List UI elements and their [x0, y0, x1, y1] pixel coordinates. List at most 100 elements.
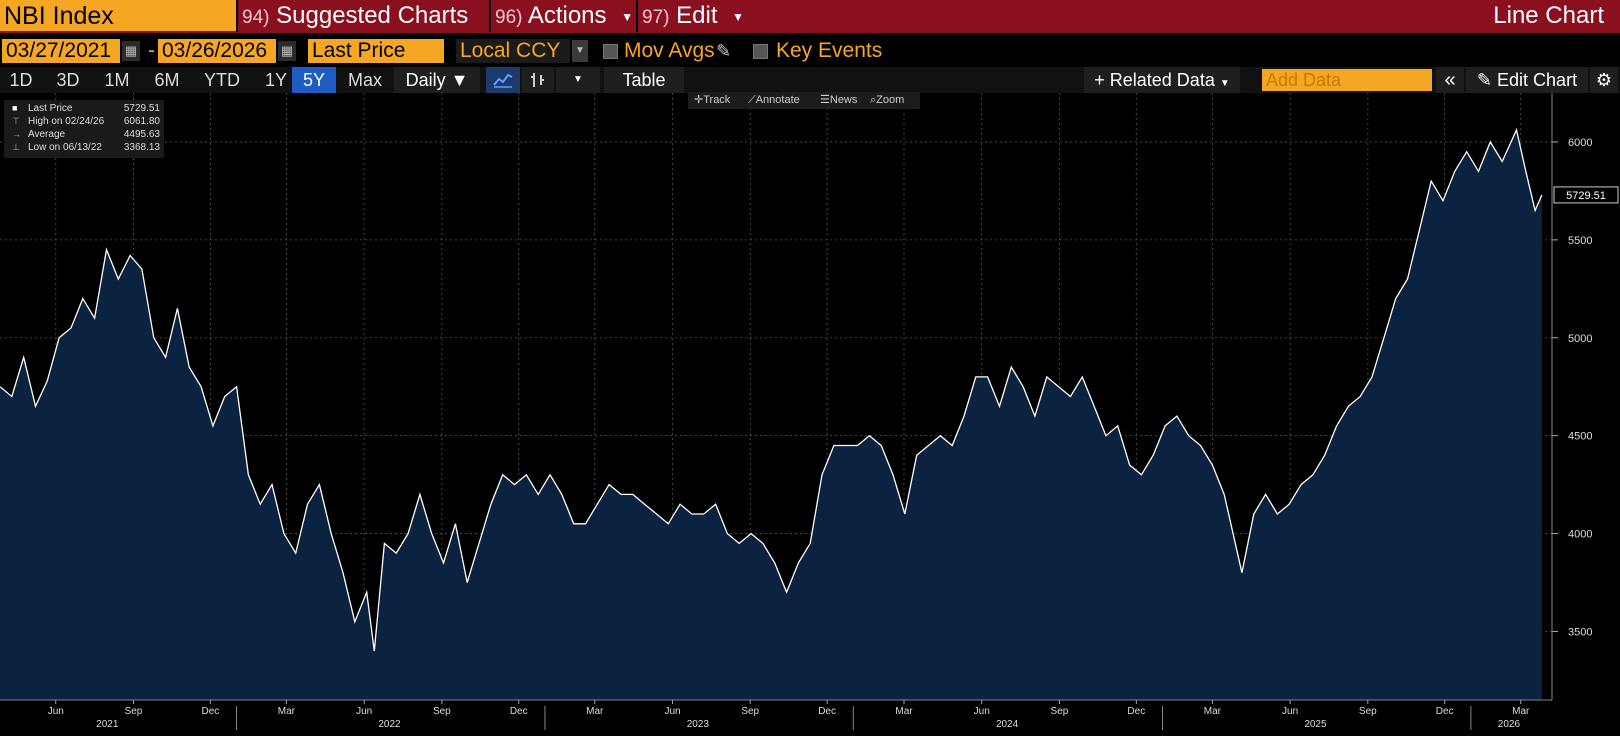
- legend-value: 6061.80: [123, 116, 160, 127]
- x-tick-label: Jun: [664, 706, 680, 717]
- chart-type-dropdown[interactable]: ▼: [556, 67, 600, 93]
- menu-label: Edit: [676, 2, 718, 29]
- year-label: 2024: [996, 719, 1019, 730]
- end-date-field[interactable]: 03/26/2026: [158, 39, 276, 63]
- timeframe-5y[interactable]: 5Y: [292, 67, 336, 93]
- x-tick-label: Sep: [1051, 706, 1069, 717]
- zoom-label: Zoom: [876, 94, 905, 106]
- line-chart-icon[interactable]: [486, 67, 520, 93]
- x-tick-label: Mar: [278, 706, 296, 717]
- x-tick-label: Sep: [1359, 706, 1377, 717]
- calendar-icon[interactable]: ▦: [122, 41, 140, 61]
- pencil-icon: ✎: [1476, 70, 1493, 90]
- x-tick-label: Jun: [1282, 706, 1298, 717]
- menu-number: 94): [242, 7, 270, 28]
- legend-value: 4495.63: [123, 129, 160, 140]
- field-selector[interactable]: Last Price: [308, 39, 444, 63]
- chevron-down-icon[interactable]: ▼: [572, 40, 588, 62]
- last-price-tag-value: 5729.51: [1566, 190, 1606, 202]
- y-tick-label: 3500: [1568, 626, 1592, 638]
- related-data-button[interactable]: + Related Data ▼: [1084, 67, 1240, 93]
- menu-number: 97): [642, 7, 670, 28]
- price-area: [0, 129, 1542, 700]
- edit-chart-button[interactable]: ✎ Edit Chart: [1466, 67, 1588, 93]
- pencil-icon[interactable]: ✎: [716, 41, 732, 61]
- x-axis: Jun Sep Dec Mar Jun Sep Dec Mar Jun Sep Dec Mar Jun S…: [0, 699, 1552, 730]
- edit-menu[interactable]: 97) Edit ▼: [636, 0, 748, 32]
- timeframe-6m[interactable]: 6M: [154, 70, 180, 90]
- ticker-field[interactable]: NBI Index: [0, 0, 236, 31]
- timeframe-1m[interactable]: 1M: [104, 70, 130, 90]
- actions-menu[interactable]: 96) Actions ▼: [489, 0, 636, 32]
- frequency-selector[interactable]: Daily ▼: [394, 67, 480, 93]
- high-marker-icon: ⊤: [12, 116, 20, 126]
- caret-down-icon: ▼: [621, 9, 634, 24]
- zoom-tool[interactable]: ⌕ Zoom: [870, 92, 904, 109]
- track-tool[interactable]: ✛ Track: [694, 92, 730, 109]
- y-tick-label: 6000: [1568, 137, 1592, 149]
- bar-chart-icon[interactable]: [522, 67, 554, 93]
- low-marker-icon: ⊥: [12, 142, 20, 152]
- x-tick-label: Sep: [433, 706, 451, 717]
- average-marker-icon: →: [12, 129, 21, 139]
- x-tick-label: Sep: [741, 706, 759, 717]
- legend: ■ Last Price 5729.51 ⊤ High on 02/24/26 …: [4, 100, 164, 158]
- toolbar: 1D 3D 1M 6M YTD 1Y 5Y Max Daily ▼ ▼ Tabl…: [0, 67, 1620, 93]
- year-label: 2023: [687, 719, 710, 730]
- legend-label: Last Price: [28, 103, 73, 114]
- legend-value: 3368.13: [123, 142, 160, 153]
- title-bar: NBI Index 94) Suggested Charts ▼ 96) Act…: [0, 0, 1620, 58]
- y-tick-label: 5000: [1568, 333, 1592, 345]
- key-events-checkbox[interactable]: [753, 44, 768, 59]
- timeframe-3d[interactable]: 3D: [56, 70, 80, 90]
- start-date-field[interactable]: 03/27/2021: [2, 39, 120, 63]
- x-tick-label: Dec: [1127, 706, 1145, 717]
- currency-selector[interactable]: Local CCY: [456, 39, 570, 63]
- calendar-icon[interactable]: ▦: [278, 41, 296, 61]
- x-tick-label: Jun: [974, 706, 990, 717]
- add-data-input[interactable]: Add Data: [1262, 69, 1432, 91]
- plus-icon: +: [1094, 70, 1105, 90]
- collapse-icon[interactable]: «: [1436, 67, 1464, 93]
- price-line: [0, 127, 1543, 652]
- suggested-charts-menu[interactable]: 94) Suggested Charts ▼: [236, 0, 489, 58]
- year-label: 2026: [1498, 719, 1521, 730]
- chart-tools-bar: ✛ Track ⟋ Annotate ☰ News ⌕ Zoom: [688, 92, 920, 109]
- caret-down-icon: ▼: [732, 9, 745, 24]
- y-tick-label: 5500: [1568, 235, 1592, 247]
- y-axis: 3500 4000 4500 5000 5500 6000: [1551, 93, 1592, 700]
- related-data-label: Related Data: [1109, 70, 1215, 90]
- x-tick-label: Mar: [895, 706, 913, 717]
- table-button[interactable]: Table: [604, 67, 684, 93]
- x-tick-label: Dec: [510, 706, 528, 717]
- legend-label: Average: [28, 129, 66, 140]
- gear-icon[interactable]: ⚙: [1590, 67, 1618, 93]
- timeframe-1y[interactable]: 1Y: [264, 70, 288, 90]
- x-tick-label: Sep: [125, 706, 143, 717]
- news-tool[interactable]: ☰ News: [820, 92, 857, 109]
- square-icon: ■: [12, 103, 18, 113]
- x-tick-label: Mar: [1512, 706, 1530, 717]
- mov-avgs-label[interactable]: Mov Avgs: [624, 39, 715, 62]
- last-price-tag: 5729.51: [1553, 186, 1619, 204]
- year-label: 2025: [1304, 719, 1327, 730]
- menu-label: Actions: [527, 2, 607, 29]
- track-label: Track: [703, 94, 731, 106]
- legend-label: High on 02/24/26: [28, 116, 105, 127]
- timeframe-ytd[interactable]: YTD: [204, 70, 240, 90]
- annotate-label: Annotate: [755, 94, 800, 106]
- timeframe-max[interactable]: Max: [347, 70, 382, 90]
- annotate-tool[interactable]: ⟋ Annotate: [748, 92, 800, 109]
- year-label: 2022: [378, 719, 401, 730]
- menu-number: 96): [495, 7, 523, 28]
- options-bar: 03/27/2021 ▦ - 03/26/2026 ▦ Last Price L…: [0, 37, 1620, 65]
- mov-avgs-checkbox[interactable]: [603, 44, 618, 59]
- date-separator: -: [148, 39, 155, 62]
- x-tick-label: Jun: [48, 706, 64, 717]
- year-label: 2021: [96, 719, 119, 730]
- timeframe-1d[interactable]: 1D: [9, 70, 33, 90]
- key-events-label[interactable]: Key Events: [776, 39, 883, 62]
- y-tick-label: 4000: [1568, 529, 1592, 541]
- legend-label: Low on 06/13/22: [28, 142, 102, 153]
